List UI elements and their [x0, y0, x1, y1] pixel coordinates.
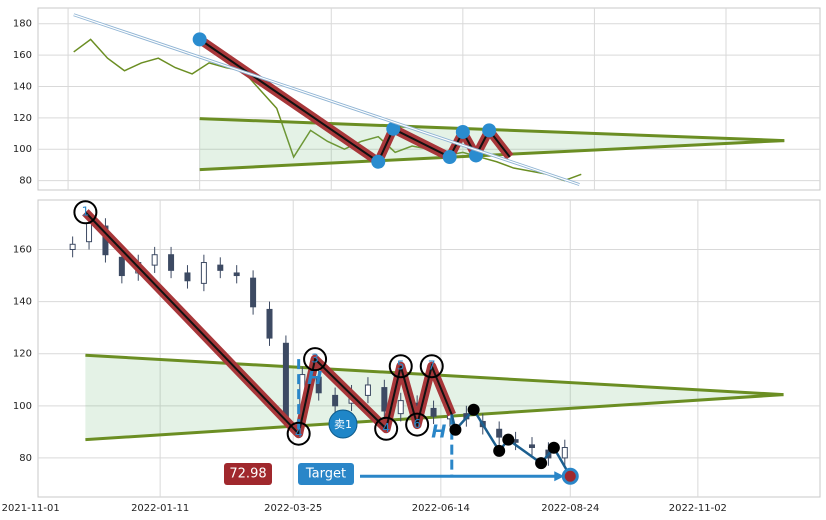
x-tick-label: 2022-01-11 — [131, 503, 189, 514]
bottom-frame — [37, 199, 821, 498]
candle-body — [528, 444, 535, 449]
candle-body — [217, 264, 224, 271]
x-tick-label: 2022-11-02 — [669, 503, 727, 514]
y-tick-label: 180 — [13, 19, 32, 30]
sell-marker — [328, 409, 358, 439]
candle-body — [233, 272, 240, 277]
triangle-fill — [85, 355, 784, 440]
pivot-dot — [192, 32, 207, 47]
trend-arrow-core — [73, 14, 580, 186]
breakout-dot — [449, 423, 462, 436]
pivot-ring — [388, 354, 413, 379]
sell-label: 卖1 — [334, 418, 352, 431]
y-tick-label: 160 — [13, 245, 32, 256]
top-panel: 80 100 120 140 160 180 — [13, 8, 820, 190]
h-label: H — [431, 422, 446, 443]
target-value: 72.98 — [229, 467, 266, 482]
x-tick-label: 2022-03-25 — [264, 503, 322, 514]
pivot-ring — [303, 347, 328, 372]
x-tick-label: 2022-08-24 — [541, 503, 599, 514]
candle-body — [200, 262, 207, 284]
candle-body — [381, 387, 388, 412]
breakout-dot — [467, 403, 480, 416]
triangle-fill — [199, 118, 785, 170]
breakout-dot — [502, 433, 515, 446]
pivot-ring — [374, 416, 399, 441]
pivot-dot — [442, 150, 457, 165]
candle-body — [430, 407, 437, 417]
pivot-label: 4 — [295, 426, 303, 440]
x-tick-label: 2022-06-14 — [412, 503, 470, 514]
pivot-label: 4 — [382, 421, 390, 435]
triangle-lower — [85, 393, 784, 442]
y-tick-label: 100 — [13, 401, 32, 412]
candle-body — [250, 277, 257, 308]
y-tick-label: 160 — [13, 50, 32, 61]
y-tick-label: 120 — [13, 113, 32, 124]
y-tick-label: 140 — [13, 297, 32, 308]
pivot-ring — [286, 421, 311, 446]
candle-body — [397, 400, 404, 415]
y-tick-label: 140 — [13, 81, 32, 92]
candle-body — [496, 428, 503, 438]
candle-body — [86, 222, 93, 243]
candle-body — [168, 254, 175, 271]
y-tick-label: 80 — [19, 176, 32, 187]
target-label: Target — [305, 467, 346, 482]
pivot-ring — [73, 200, 98, 225]
y-tick-label: 100 — [13, 144, 32, 155]
pivot-label: 5 — [397, 359, 405, 373]
y-tick-label: 80 — [19, 453, 32, 464]
candle-body — [266, 308, 273, 339]
candle-body — [69, 243, 76, 251]
candle-body — [118, 256, 125, 277]
bottom-panel: 2021-11-01 2022-01-11 2022-03-25 2022-06-14… — [2, 200, 820, 514]
candle-body — [315, 376, 322, 394]
candle-body — [282, 342, 289, 420]
pivot-ring — [419, 354, 444, 379]
target-dot — [561, 467, 579, 485]
pivot-dot — [386, 121, 401, 136]
target-value-box — [224, 463, 272, 485]
pivot-label: 3 — [311, 352, 319, 366]
x-tick-label: 2021-11-01 — [2, 503, 60, 514]
target-box — [298, 463, 354, 485]
candle-body — [364, 384, 371, 396]
pivot-label: 7 — [428, 359, 436, 373]
breakout-dot — [547, 441, 560, 454]
y-tick-label: 120 — [13, 349, 32, 360]
candle-body — [184, 272, 191, 282]
pivot-label: 6 — [413, 417, 421, 431]
candle-body — [561, 447, 568, 459]
breakout-dot — [535, 457, 548, 470]
pivot-label: 1 — [82, 205, 90, 219]
h-label: H — [307, 368, 322, 389]
target-arrowhead — [554, 471, 565, 482]
pivot-dot — [455, 124, 470, 139]
top-frame — [37, 7, 821, 191]
candle-body — [151, 254, 158, 266]
pivot-dot — [482, 123, 497, 138]
pivot-ring — [405, 412, 430, 437]
candle-body — [332, 394, 339, 407]
pivot-dot — [371, 154, 386, 169]
breakout-dot — [493, 444, 506, 457]
price-line — [73, 38, 582, 182]
